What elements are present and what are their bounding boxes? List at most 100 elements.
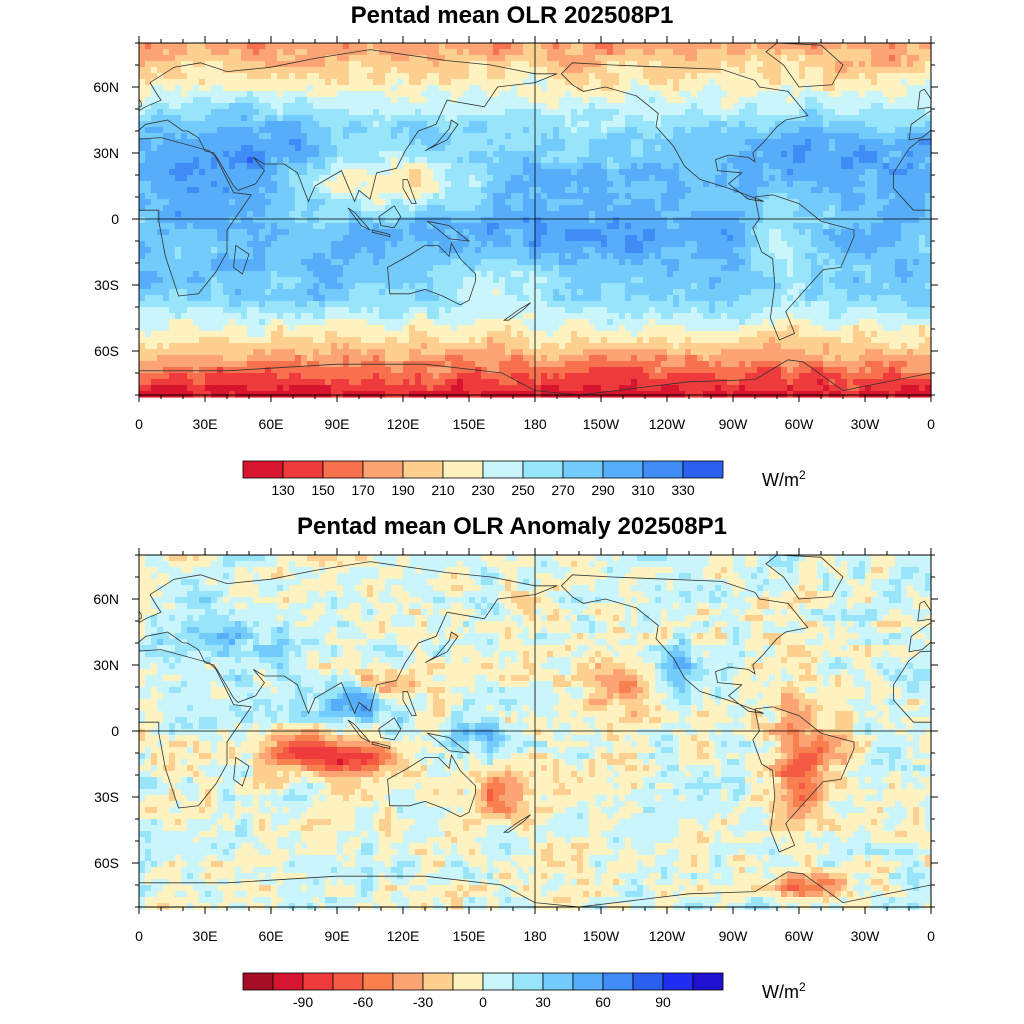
colorbar-label: 290 (591, 482, 615, 498)
x-tick-label: 120W (649, 416, 686, 432)
y-tick-label: 30S (94, 789, 119, 805)
colorbar-swatch (522, 460, 564, 479)
top-colorbar-units: W/m2 (762, 468, 806, 490)
x-tick-label: 180 (523, 928, 547, 944)
x-tick-label: 90W (719, 928, 749, 944)
colorbar-label: 30 (535, 994, 551, 1010)
colorbar-label: -90 (293, 994, 313, 1010)
colorbar-swatch (692, 972, 724, 991)
colorbar: 130 150 170 190 210 230 250 270 290 310 330 (242, 460, 724, 498)
coastline (387, 754, 477, 818)
coastline (560, 574, 809, 714)
x-tick-label: 0 (927, 416, 935, 432)
bottom-colorbar-units: W/m2 (762, 980, 806, 1002)
coastline (347, 207, 371, 231)
colorbar-label: 330 (671, 482, 695, 498)
colorbar-label: 170 (351, 482, 375, 498)
top-panel-title: Pentad mean OLR 202508P1 (350, 2, 674, 29)
x-tick-label: 30E (193, 928, 218, 944)
coastline (139, 49, 558, 203)
x-tick-label: 60E (259, 416, 284, 432)
x-tick-label: 60W (785, 928, 815, 944)
y-tick-label: 0 (111, 723, 119, 739)
colorbar-swatch (482, 972, 514, 991)
coastline (139, 359, 931, 395)
coastline (371, 741, 391, 750)
coastline (139, 649, 252, 809)
olr-anomaly-map-panel: 0 30E 60E 90E 120E 150E 180 150W 120W 90W 60W 30W 0 6… (93, 548, 938, 1010)
x-tick-label: 150W (583, 928, 620, 944)
bottom-panel-title: Pentad mean OLR Anomaly 202508P1 (297, 513, 727, 540)
colorbar-label: -60 (353, 994, 373, 1010)
coastline (560, 62, 809, 202)
coastline (378, 717, 402, 741)
coastline (424, 631, 459, 664)
colorbar-swatch (362, 460, 404, 479)
coastline (371, 229, 391, 238)
x-tick-label: 90E (325, 416, 350, 432)
colorbar-label: 310 (631, 482, 655, 498)
x-tick-label: 180 (523, 416, 547, 432)
coastline (233, 244, 250, 275)
x-tick-label: 120E (387, 928, 420, 944)
x-tick-label: 120W (649, 928, 686, 944)
x-tick-label: 0 (927, 928, 935, 944)
olr-mean-map-panel: 0 30E 60E 90E 120E 150E 180 150W 120W 90W 60W 30W 0 6… (93, 36, 938, 498)
coastline (139, 137, 252, 297)
colorbar-swatch (302, 972, 334, 991)
colorbar: -90 -60 -30 0 30 60 90 (242, 972, 724, 1010)
coastline (752, 706, 855, 853)
coastline (387, 242, 477, 306)
x-tick-label: 0 (135, 416, 143, 432)
colorbar-swatch (452, 972, 484, 991)
colorbar-swatch (402, 460, 444, 479)
colorbar-label: 90 (655, 994, 671, 1010)
colorbar-swatch (442, 460, 484, 479)
colorbar-label: 210 (431, 482, 455, 498)
coastline (765, 555, 844, 600)
y-tick-label: 60N (93, 591, 119, 607)
colorbar-label: -30 (413, 994, 433, 1010)
x-tick-label: 90W (719, 416, 749, 432)
coastline (502, 302, 531, 321)
y-tick-label: 30S (94, 277, 119, 293)
colorbar-label: 130 (271, 482, 295, 498)
coastline (402, 178, 417, 205)
colorbar-label: 270 (551, 482, 575, 498)
y-tick-label: 60S (94, 855, 119, 871)
x-tick-label: 30W (851, 928, 881, 944)
x-tick-label: 150E (453, 928, 486, 944)
colorbar-swatch (422, 972, 454, 991)
colorbar-label: 250 (511, 482, 535, 498)
x-tick-label: 30W (851, 416, 881, 432)
y-tick-label: 30N (93, 657, 119, 673)
colorbar-label: 150 (311, 482, 335, 498)
coastline (752, 194, 855, 341)
coastline (347, 719, 371, 743)
coastline (502, 814, 531, 833)
colorbar-swatch (632, 972, 664, 991)
colorbar-swatch (512, 972, 544, 991)
colorbar-swatch (562, 460, 604, 479)
y-tick-label: 0 (111, 211, 119, 227)
coastline (402, 690, 417, 717)
colorbar-swatch (482, 460, 524, 479)
y-tick-label: 30N (93, 145, 119, 161)
coastline (424, 119, 459, 152)
colorbar-swatch (272, 972, 304, 991)
colorbar-label: 190 (391, 482, 415, 498)
x-tick-label: 60E (259, 928, 284, 944)
x-tick-label: 30E (193, 416, 218, 432)
colorbar-label: 60 (595, 994, 611, 1010)
colorbar-swatch (322, 460, 364, 479)
colorbar-label: 230 (471, 482, 495, 498)
colorbar-label: 0 (479, 994, 487, 1010)
coastline (139, 561, 558, 715)
coastlines (139, 43, 931, 395)
colorbar-swatch (332, 972, 364, 991)
colorbar-swatch (242, 460, 284, 479)
colorbar-swatch (572, 972, 604, 991)
colorbar-swatch (602, 460, 644, 479)
coastline (765, 43, 844, 88)
colorbar-swatch (662, 972, 694, 991)
